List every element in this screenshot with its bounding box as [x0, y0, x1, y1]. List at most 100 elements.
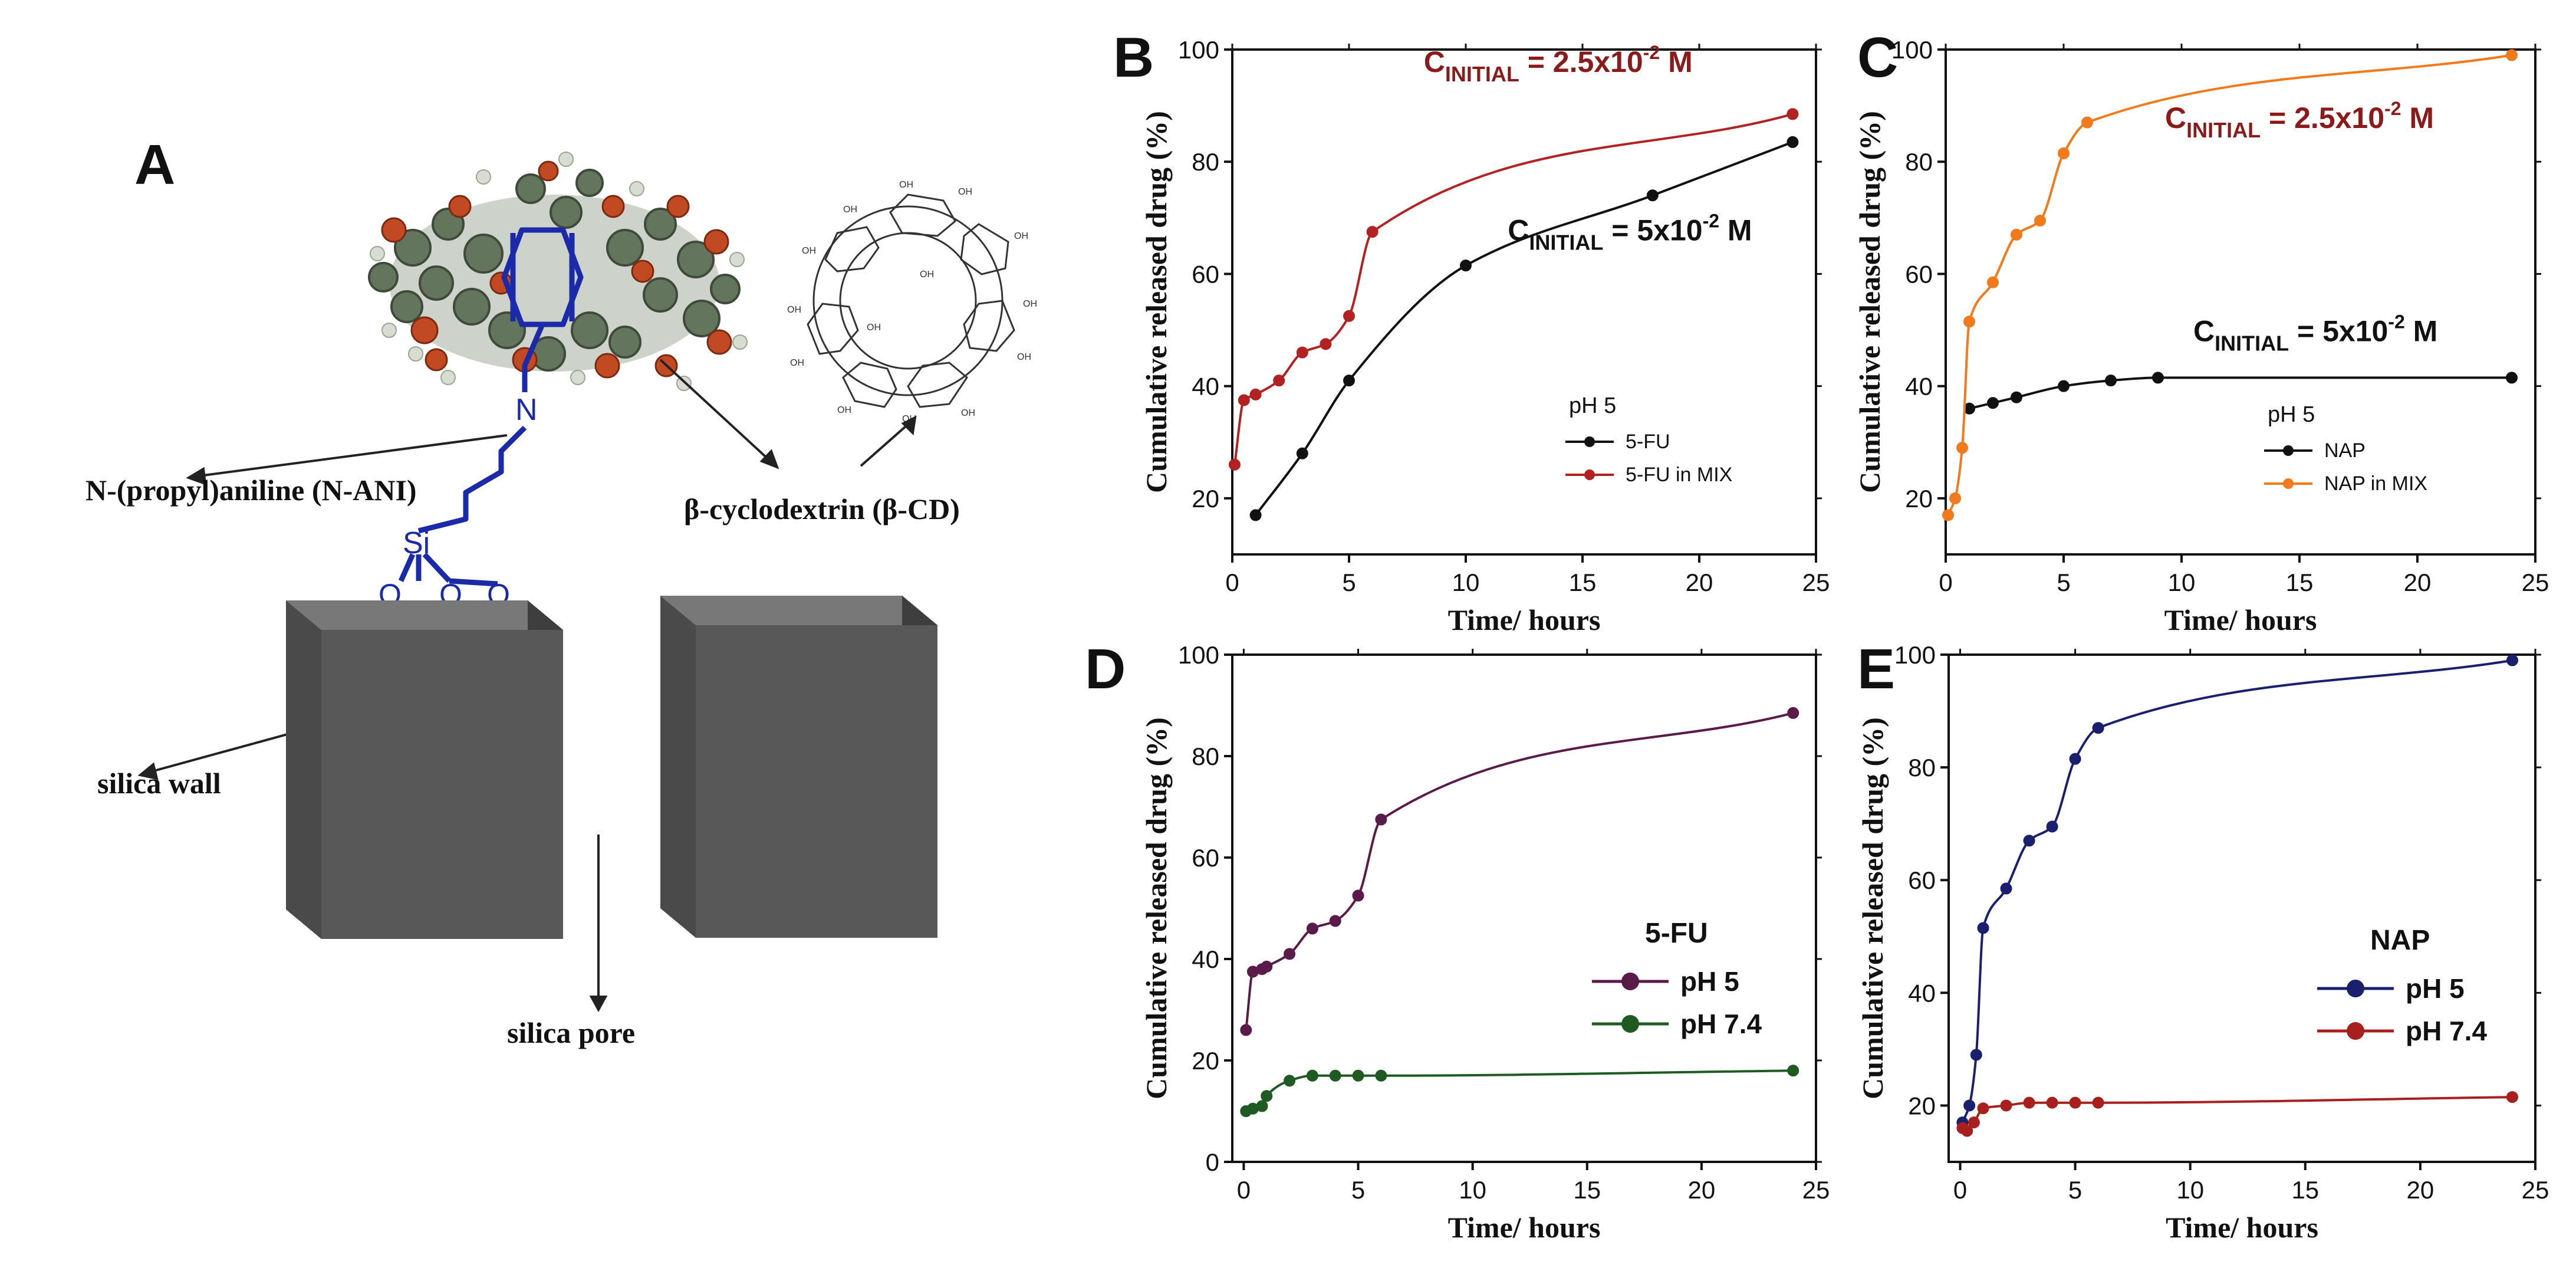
panel-letter-e: E — [1857, 638, 1895, 701]
data-point — [1329, 1069, 1341, 1082]
data-point — [1787, 136, 1799, 148]
silica-pore-block — [660, 596, 937, 938]
data-point — [1375, 813, 1387, 826]
label-beta-cd: β-cyclodextrin (β-CD) — [684, 492, 960, 526]
data-point — [2506, 49, 2518, 61]
y-tick-label: 80 — [1192, 743, 1219, 770]
x-tick-label: 5 — [2068, 1176, 2082, 1204]
panel-letter-c: C — [1857, 26, 1898, 89]
data-point — [1956, 442, 1968, 454]
plot-frame — [1947, 653, 2536, 1163]
y-tick-label: 80 — [1908, 754, 1936, 781]
x-tick-label: 25 — [1802, 569, 1830, 596]
y-tick-label: 60 — [1908, 866, 1936, 894]
legend-label: NAP in MIX — [2324, 472, 2427, 495]
x-tick-label: 5 — [1351, 1176, 1365, 1204]
x-axis-title: Time/ hours — [1448, 1211, 1601, 1244]
x-tick-label: 10 — [2168, 569, 2196, 596]
y-tick-label: 80 — [1192, 148, 1219, 176]
panel-letter-b: B — [1113, 26, 1154, 89]
data-point — [2011, 228, 2022, 241]
data-point — [1249, 388, 1262, 400]
svg-text:OH: OH — [1023, 299, 1037, 309]
legend-marker — [1584, 469, 1595, 480]
data-point — [2023, 835, 2035, 847]
chart-panel-e: E 0 5 10 15 20 25 20 40 60 80 100 Time/ hours Cumulat… — [1856, 638, 2549, 1244]
data-point — [2000, 882, 2012, 895]
concentration-annotation: CINITIAL = 2.5x10-2 M — [1424, 42, 1693, 86]
legend-title: pH 5 — [1569, 393, 1616, 418]
legend: 5-FU pH 5 pH 7.4 — [1592, 918, 1762, 1039]
legend-marker — [2347, 1022, 2364, 1040]
data-point — [1284, 1075, 1296, 1087]
data-point — [1968, 1116, 1980, 1129]
data-point — [2069, 1096, 2081, 1109]
y-tick-label: 100 — [1178, 36, 1219, 64]
series-line-1 — [1245, 1069, 1794, 1112]
x-tick-label: 5 — [1342, 569, 1356, 596]
y-tick-label: 60 — [1192, 844, 1219, 872]
legend: NAP pH 5 pH 7.4 — [2317, 925, 2487, 1046]
data-point — [1228, 458, 1241, 471]
data-point — [2152, 372, 2164, 384]
svg-text:OH: OH — [843, 205, 857, 215]
legend-marker — [2347, 980, 2364, 997]
data-point — [2092, 722, 2104, 734]
plot-frame — [1231, 48, 1817, 556]
data-point — [1256, 1100, 1268, 1112]
data-point — [2081, 116, 2093, 129]
legend-label: pH 7.4 — [2406, 1016, 2487, 1046]
data-point — [1949, 492, 1961, 504]
data-point — [1787, 108, 1799, 120]
y-tick-label: 20 — [1905, 485, 1933, 513]
y-tick-label: 100 — [1891, 36, 1933, 64]
legend-label: pH 7.4 — [1680, 1009, 1762, 1039]
data-point — [2092, 1096, 2104, 1109]
x-tick-label: 25 — [1802, 1176, 1830, 1204]
legend-marker — [1621, 973, 1639, 990]
panel-a-schematic: A — [85, 133, 1037, 1049]
plot-frame — [1945, 48, 2536, 556]
svg-text:OH: OH — [1017, 352, 1031, 362]
series-line-0 — [1255, 141, 1794, 516]
data-point — [1963, 316, 1975, 328]
series-line-0 — [1969, 376, 2512, 410]
data-point — [1306, 922, 1318, 935]
data-point — [1352, 1069, 1364, 1082]
data-point — [1460, 260, 1472, 272]
x-tick-label: 15 — [2286, 569, 2314, 596]
data-point — [2506, 654, 2518, 666]
legend-label: pH 5 — [2406, 973, 2465, 1004]
y-tick-label: 100 — [1894, 641, 1936, 669]
data-point — [1261, 960, 1273, 973]
y-axis-title: Cumulative released drug (%) — [1853, 111, 1886, 493]
y-tick-label: 80 — [1905, 148, 1933, 176]
y-tick-label: 20 — [1192, 1047, 1219, 1075]
data-point — [2069, 753, 2081, 765]
legend-label: 5-FU — [1626, 431, 1670, 453]
data-point — [1977, 1102, 1989, 1115]
svg-text:OH: OH — [1014, 231, 1028, 241]
series-line-1 — [1962, 1096, 2513, 1132]
legend: pH 5 5-FU 5-FU in MIX — [1565, 393, 1732, 486]
legend-title: NAP — [2370, 925, 2430, 956]
x-tick-label: 0 — [1953, 1176, 1967, 1204]
x-tick-label: 0 — [1939, 569, 1952, 596]
legend: pH 5 NAP NAP in MIX — [2264, 402, 2427, 495]
y-axis-title: Cumulative released drug (%) — [1856, 717, 1889, 1099]
svg-text:OH: OH — [899, 180, 913, 190]
plot-frame — [1231, 653, 1817, 1163]
x-tick-label: 0 — [1225, 569, 1239, 596]
data-point — [1942, 509, 1954, 521]
y-axis-title: Cumulative released drug (%) — [1140, 111, 1173, 493]
data-point — [1238, 394, 1250, 406]
y-tick-label: 40 — [1192, 945, 1219, 973]
svg-text:OH: OH — [837, 405, 851, 415]
data-point — [1970, 1049, 1982, 1061]
concentration-annotation: CINITIAL = 5x10-2 M — [1508, 210, 1752, 254]
y-tick-label: 40 — [1905, 373, 1933, 400]
silica-wall-block — [286, 600, 563, 939]
data-point — [1375, 1069, 1387, 1082]
label-silica-wall: silica wall — [97, 767, 221, 800]
